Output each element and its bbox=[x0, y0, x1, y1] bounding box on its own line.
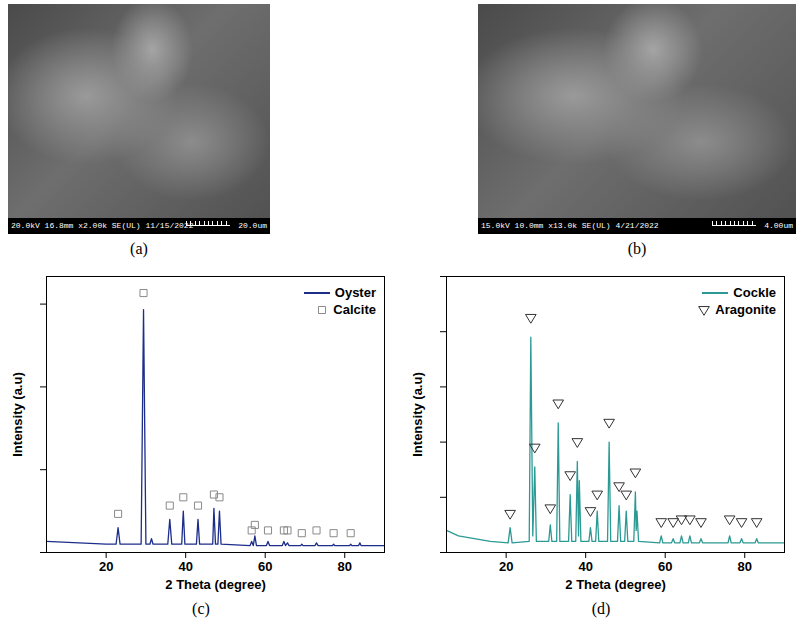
html-text:4.00um: 4.00um bbox=[764, 221, 793, 230]
html-text:20.0kV 16.8mm x2.00k SE(UL) 11: 20.0kV 16.8mm x2.00k SE(UL) 11/15/2022 bbox=[11, 221, 194, 230]
svg-text:80: 80 bbox=[738, 559, 752, 574]
html-text:Oyster: Oyster bbox=[334, 285, 376, 300]
svg-text:80: 80 bbox=[338, 559, 352, 574]
svg-text:Intensity (a.u): Intensity (a.u) bbox=[410, 372, 425, 457]
html-text:20.0um: 20.0um bbox=[238, 221, 267, 230]
html-text:(b): (b) bbox=[627, 240, 647, 257]
svg-text:2 Theta (degree): 2 Theta (degree) bbox=[565, 577, 665, 592]
html-text:Aragonite: Aragonite bbox=[715, 302, 776, 317]
html-text:(a): (a) bbox=[130, 240, 148, 257]
svg-text:Intensity (a.u): Intensity (a.u) bbox=[10, 372, 25, 457]
svg-text:20: 20 bbox=[499, 559, 513, 574]
svg-text:40: 40 bbox=[178, 559, 192, 574]
html-text:Cockle: Cockle bbox=[733, 285, 776, 300]
html-text:(c): (c) bbox=[192, 600, 210, 617]
svg-text:2 Theta (degree): 2 Theta (degree) bbox=[165, 577, 265, 592]
html-text:Calcite: Calcite bbox=[333, 302, 376, 317]
svg-text:40: 40 bbox=[578, 559, 592, 574]
svg-text:60: 60 bbox=[658, 559, 672, 574]
svg-text:60: 60 bbox=[258, 559, 272, 574]
svg-text:20: 20 bbox=[99, 559, 113, 574]
html-text:15.0kV 10.0mm x13.0k SE(UL) 4/: 15.0kV 10.0mm x13.0k SE(UL) 4/21/2022 bbox=[481, 221, 659, 230]
html-text:(d): (d) bbox=[591, 600, 611, 617]
